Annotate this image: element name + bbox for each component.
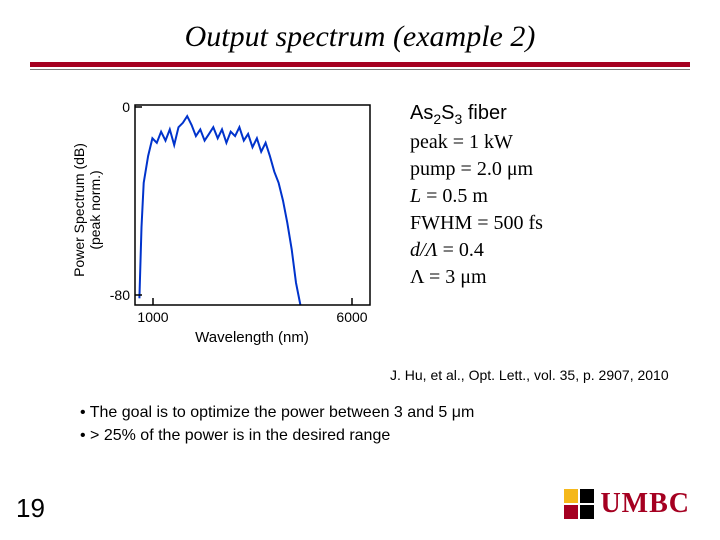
logo: UMBC (564, 488, 690, 520)
param-ratio: d/Λ = 0.4 (410, 237, 543, 264)
slide-number: 19 (16, 493, 45, 524)
xtick-1: 6000 (336, 309, 367, 325)
chart-svg: Power Spectrum (dB) (peak norm.) 0 -80 1… (70, 90, 390, 350)
citation: J. Hu, et al., Opt. Lett., vol. 35, p. 2… (390, 366, 670, 384)
ylabel2: (peak norm.) (87, 170, 103, 249)
ylabel1: Power Spectrum (dB) (71, 143, 87, 277)
spectrum-chart: Power Spectrum (dB) (peak norm.) 0 -80 1… (70, 90, 390, 350)
page-title: Output spectrum (example 2) (30, 20, 690, 54)
param-fwhm: FWHM = 500 fs (410, 210, 543, 237)
param-peak: peak = 1 kW (410, 129, 543, 156)
param-length: L = 0.5 m (410, 183, 543, 210)
param-pump: pump = 2.0 μm (410, 156, 543, 183)
xlabel: Wavelength (nm) (195, 329, 309, 346)
logo-sq-1 (564, 489, 578, 503)
xtick-0: 1000 (137, 309, 168, 325)
title-shadow (30, 69, 690, 70)
logo-icon (564, 489, 594, 519)
param-lambda: Λ = 3 μm (410, 264, 543, 291)
logo-sq-2 (580, 489, 594, 503)
ytick-1: -80 (110, 287, 130, 303)
parameters-block: As2S3 fiber peak = 1 kW pump = 2.0 μm L … (410, 100, 543, 291)
ytick-0: 0 (122, 99, 130, 115)
logo-text: UMBC (600, 488, 690, 520)
plot-area (139, 116, 300, 305)
title-underline (30, 62, 690, 67)
bullets: • The goal is to optimize the power betw… (80, 402, 690, 447)
bullet-2: • > 25% of the power is in the desired r… (80, 425, 690, 447)
param-material: As2S3 fiber (410, 100, 543, 129)
bullet-1: • The goal is to optimize the power betw… (80, 402, 690, 424)
logo-sq-4 (580, 505, 594, 519)
logo-sq-3 (564, 505, 578, 519)
axis-box (135, 105, 370, 305)
spectrum-line (139, 116, 300, 305)
